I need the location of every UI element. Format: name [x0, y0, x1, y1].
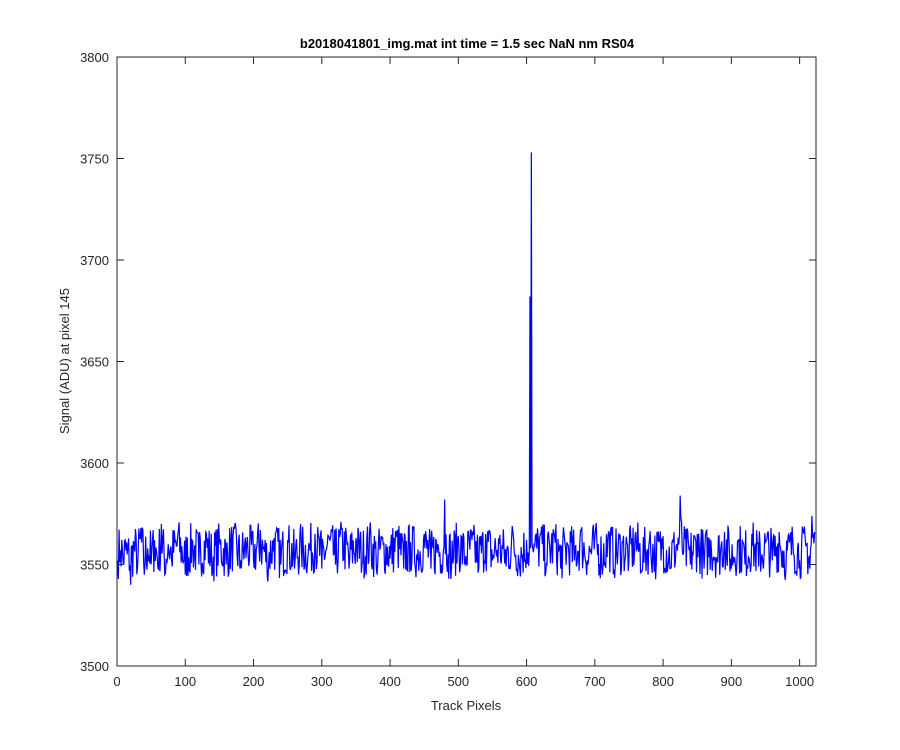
x-tick-label: 700 [584, 674, 606, 689]
y-tick-label: 3700 [80, 253, 109, 268]
series-group [117, 152, 816, 585]
x-tick-label: 900 [721, 674, 743, 689]
y-tick-label: 3550 [80, 558, 109, 573]
x-tick-label: 600 [516, 674, 538, 689]
chart-title: b2018041801_img.mat int time = 1.5 sec N… [300, 36, 635, 51]
x-tick-label: 200 [243, 674, 265, 689]
axis-ticks: 0 100 200 300 400 500 600 700 800 900 1000 3500 3550… [80, 50, 816, 689]
x-tick-label: 800 [652, 674, 674, 689]
x-tick-label: 0 [113, 674, 120, 689]
x-tick-label: 400 [379, 674, 401, 689]
y-axis-label: Signal (ADU) at pixel 145 [57, 288, 72, 434]
x-tick-label: 1000 [785, 674, 814, 689]
y-tick-label: 3600 [80, 456, 109, 471]
y-tick-label: 3800 [80, 50, 109, 65]
x-tick-label: 300 [311, 674, 333, 689]
x-tick-label: 500 [447, 674, 469, 689]
signal-line [117, 152, 816, 585]
y-tick-label: 3650 [80, 355, 109, 370]
y-tick-label: 3500 [80, 659, 109, 674]
x-tick-label: 100 [174, 674, 196, 689]
axes-box [116, 56, 817, 667]
x-axis-label: Track Pixels [431, 698, 502, 713]
plot-area: 0 100 200 300 400 500 600 700 800 900 1000 3500 3550… [80, 50, 817, 689]
y-tick-label: 3750 [80, 152, 109, 167]
